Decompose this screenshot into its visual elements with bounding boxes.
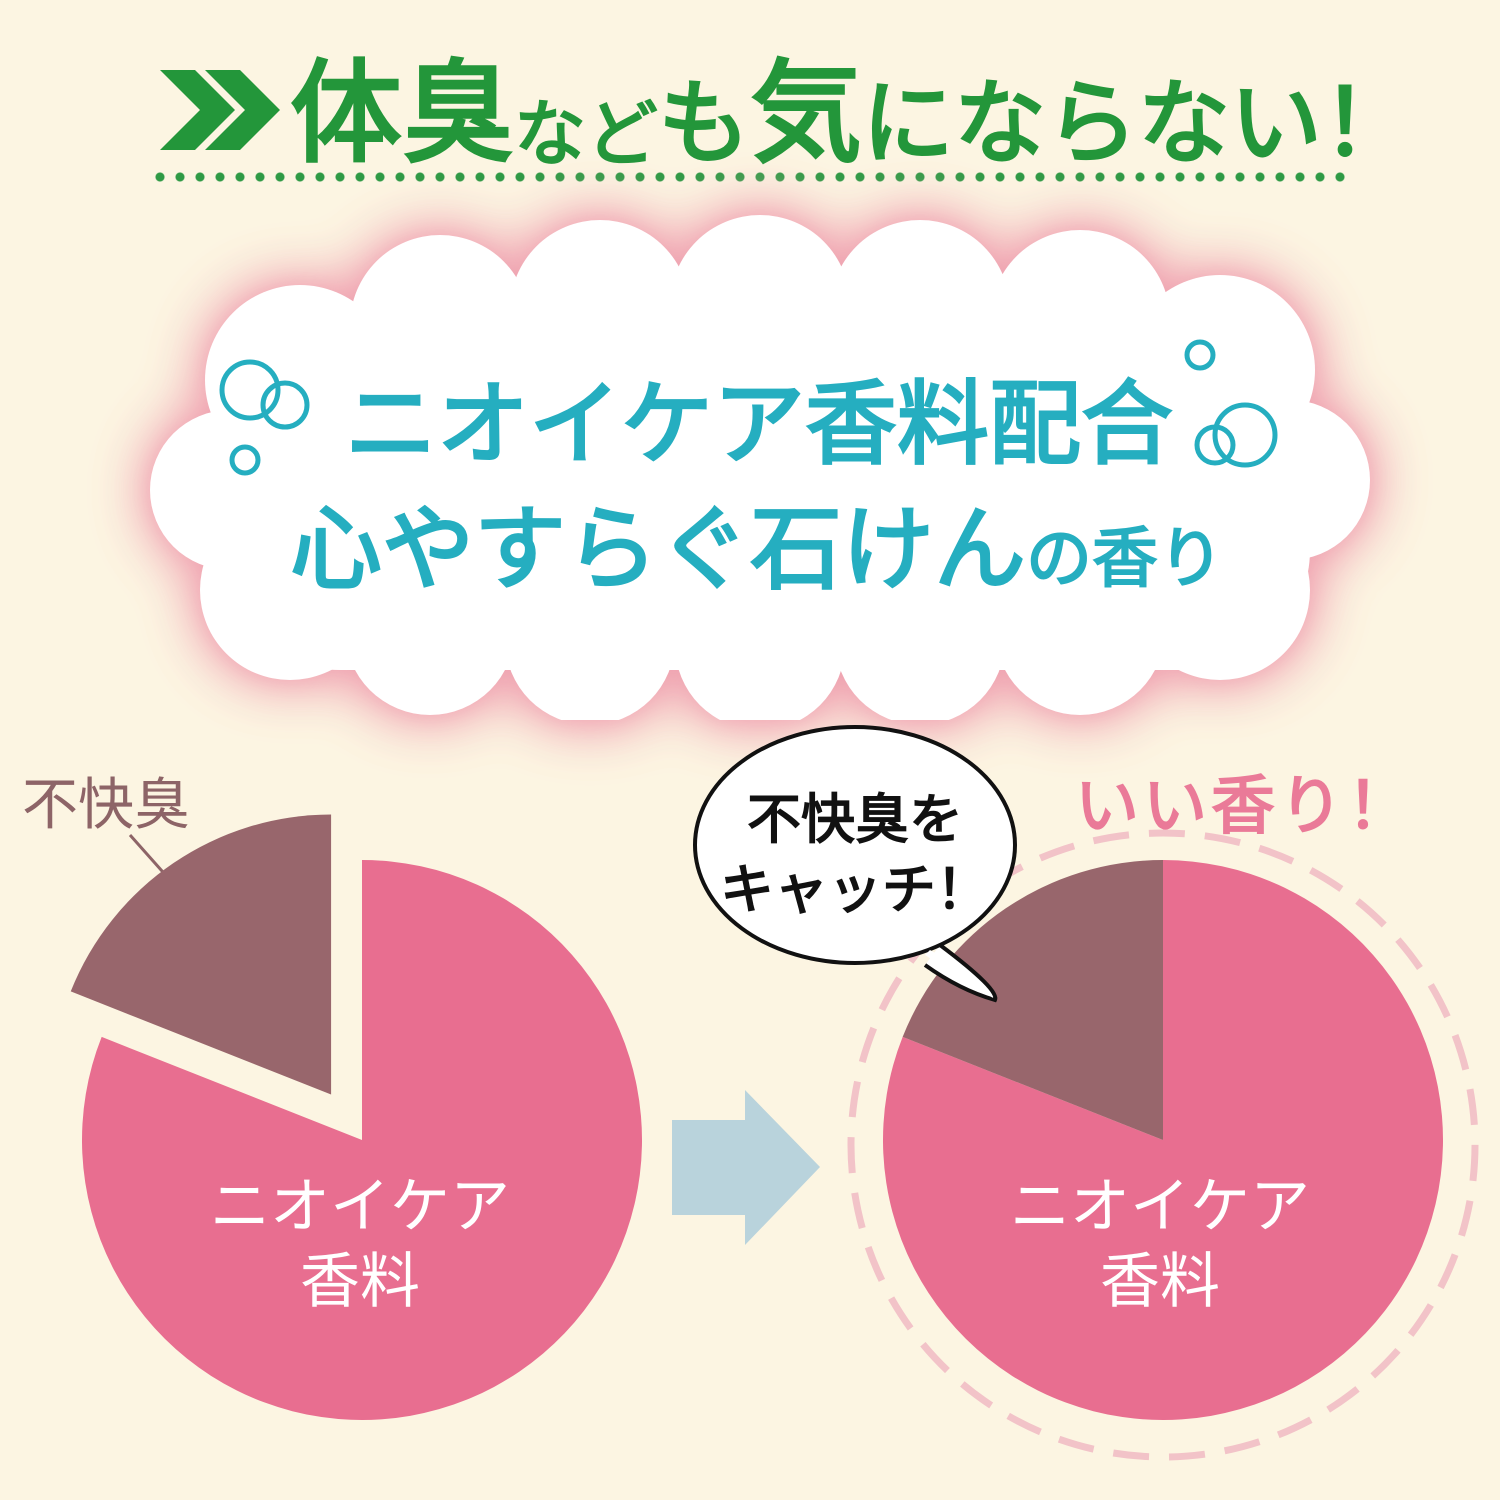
label-line: 香料 [300,1247,420,1317]
dotted-divider [150,170,1350,184]
after-fragrance-label: ニオイケア 香料 [960,1170,1360,1320]
bubble-line: 不快臭を [747,788,963,851]
dashed-highlight-ring [847,829,1479,1461]
arrow-right-icon [672,1090,820,1245]
title-part: 体臭 [290,49,514,179]
speech-bubble [693,725,1017,1003]
cloud-subheadline-main: 心やすらぐ石けん [290,496,1027,603]
title-part: も [658,70,751,177]
bubble-line: キャッチ！ [720,858,990,922]
before-fragrance-label: ニオイケア 香料 [160,1170,560,1320]
cloud-shape [150,215,1370,720]
page-title: 体臭 など も 気 にならない！ [290,40,1414,170]
title-part: にならない！ [862,70,1415,177]
good-scent-label: いい香り！ [1075,770,1415,844]
title-part: 気 [750,49,863,179]
title-part: など [514,92,659,176]
odor-slice [902,860,1163,1140]
fragrance-slice [82,859,642,1420]
before-pie [70,814,642,1420]
double-chevron-right-icon [160,70,280,150]
label-line: ニオイケア [210,1172,510,1242]
cloud-subheadline-small: の香り [1026,520,1225,597]
cloud-subheadline: 心やすらぐ石けんの香り [290,475,1224,608]
odor-slice [70,814,332,1095]
label-line: ニオイケア [1010,1172,1310,1242]
odor-label: 不快臭 [22,773,190,838]
label-line: 香料 [1100,1247,1220,1317]
speech-bubble-text: 不快臭を キャッチ！ [700,785,1010,925]
after-pie [883,859,1443,1420]
bubbles-icon [219,339,1278,476]
cloud-headline: ニオイケア香料配合 [345,371,1174,478]
